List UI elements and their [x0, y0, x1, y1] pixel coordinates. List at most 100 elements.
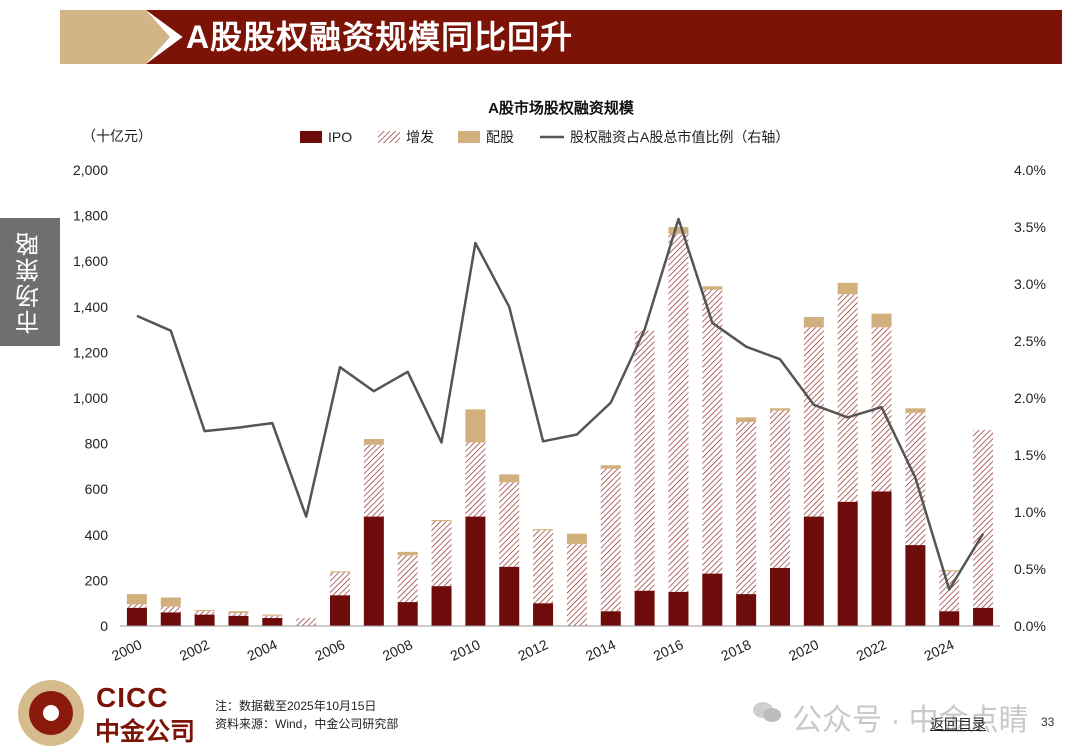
- x-tick-label: 2018: [718, 636, 753, 664]
- bar-zengfa: [194, 611, 215, 615]
- wechat-icon: [753, 702, 781, 722]
- bar-peigu: [905, 408, 926, 413]
- bar-ipo: [634, 590, 655, 626]
- bar-peigu: [736, 417, 757, 422]
- bar-ipo: [837, 501, 858, 626]
- bar-ipo: [702, 573, 723, 626]
- bar-peigu: [330, 571, 350, 573]
- x-tick-label: 2014: [583, 636, 618, 664]
- bar-peigu: [566, 533, 587, 544]
- bar-peigu: [702, 286, 723, 290]
- x-tick-label: 2002: [177, 636, 212, 664]
- footnote-date: 注：数据截至2025年10月15日: [215, 699, 377, 713]
- y-right-tick-label: 0.0%: [1014, 618, 1046, 634]
- y-left-tick-label: 1,400: [73, 299, 108, 315]
- y-right-tick-label: 1.5%: [1014, 447, 1046, 463]
- bar-zengfa: [973, 429, 994, 608]
- bar-peigu: [431, 519, 452, 522]
- bar-peigu: [126, 594, 147, 605]
- bar-peigu: [160, 597, 181, 607]
- bar-peigu: [228, 611, 249, 614]
- bar-zengfa: [803, 327, 824, 517]
- bar-peigu: [803, 317, 824, 328]
- legend-swatch-peigu: [458, 131, 480, 143]
- y-right-tick-label: 2.0%: [1014, 390, 1046, 406]
- bar-zengfa: [228, 613, 249, 616]
- y-right-tick-label: 3.0%: [1014, 276, 1046, 292]
- bar-zengfa: [330, 572, 350, 596]
- bar-zengfa: [668, 233, 689, 592]
- x-tick-label: 2006: [312, 636, 347, 664]
- bar-ipo: [126, 607, 147, 626]
- legend-label-zengfa: 增发: [406, 129, 434, 145]
- y-right-tick-label: 2.5%: [1014, 333, 1046, 349]
- y-left-tick-label: 1,600: [73, 253, 108, 269]
- legend-swatch-zengfa: [378, 131, 400, 143]
- watermark-text: 公众号 · 中金点睛: [792, 704, 1029, 737]
- y-left-tick-label: 0: [100, 618, 108, 634]
- legend-swatch-ipo: [300, 131, 322, 143]
- legend-label-peigu: 配股: [486, 129, 514, 145]
- bar-zengfa: [770, 410, 790, 568]
- bar-ipo: [465, 516, 486, 626]
- chart-title: A股市场股权融资规模: [488, 99, 635, 117]
- bar-ipo: [431, 586, 452, 626]
- legend-label-ratio: 股权融资占A股总市值比例（右轴）: [570, 129, 789, 145]
- y-left-tick-label: 200: [85, 572, 109, 588]
- bar-ipo: [397, 602, 418, 626]
- logo-text-en: CICC: [96, 682, 169, 713]
- bar-zengfa: [126, 604, 147, 608]
- y-left-tick-label: 2,000: [73, 162, 108, 178]
- bar-zengfa: [160, 606, 181, 613]
- title-bar: [146, 10, 1062, 64]
- bar-ipo: [363, 516, 384, 626]
- bar-zengfa: [363, 444, 384, 517]
- y-right-tick-label: 4.0%: [1014, 162, 1046, 178]
- bar-peigu: [363, 439, 384, 445]
- bar-zengfa: [600, 468, 621, 612]
- bar-ipo: [160, 612, 181, 626]
- bar-ipo: [973, 607, 994, 626]
- bar-ipo: [803, 516, 824, 626]
- bar-ipo: [871, 491, 892, 626]
- legend-label-ipo: IPO: [328, 129, 352, 145]
- bar-peigu: [465, 409, 486, 443]
- bar-peigu: [397, 551, 418, 556]
- y-right-tick-label: 3.5%: [1014, 219, 1046, 235]
- bar-zengfa: [634, 330, 655, 591]
- bar-peigu: [837, 282, 858, 295]
- logo-text-cn: 中金公司: [95, 718, 196, 746]
- x-tick-label: 2012: [515, 636, 550, 664]
- bar-peigu: [533, 529, 554, 531]
- y-left-tick-label: 1,200: [73, 344, 108, 360]
- title-chevron-decoration: [60, 10, 170, 64]
- bar-zengfa: [566, 543, 587, 626]
- bar-peigu: [194, 610, 215, 612]
- y-right-tick-label: 0.5%: [1014, 561, 1046, 577]
- bar-ipo: [194, 614, 215, 626]
- bar-zengfa: [736, 421, 757, 595]
- back-to-contents-link[interactable]: 返回目录: [930, 716, 986, 732]
- bar-ipo: [736, 594, 757, 626]
- bar-peigu: [262, 614, 283, 616]
- bar-peigu: [770, 408, 790, 411]
- y-right-tick-label: 1.0%: [1014, 504, 1046, 520]
- bar-zengfa: [499, 482, 520, 567]
- bar-ipo: [600, 611, 621, 626]
- bar-ipo: [228, 615, 249, 626]
- x-tick-label: 2016: [651, 636, 686, 664]
- y-left-unit-label: （十亿元）: [82, 128, 152, 144]
- y-left-tick-label: 600: [85, 481, 109, 497]
- chart-legend: IPO 增发 配股 股权融资占A股总市值比例（右轴）: [300, 129, 789, 145]
- x-tick-label: 2022: [854, 636, 889, 664]
- y-left-tick-label: 1,800: [73, 208, 108, 224]
- bar-peigu: [499, 474, 520, 483]
- x-tick-label: 2004: [245, 636, 280, 664]
- bar-ipo: [939, 611, 960, 626]
- bar-peigu: [600, 465, 621, 469]
- page-title: A股股权融资规模同比回升: [186, 19, 574, 55]
- y-left-tick-label: 800: [85, 436, 109, 452]
- page-number: 33: [1041, 715, 1055, 729]
- bar-ipo: [262, 618, 283, 626]
